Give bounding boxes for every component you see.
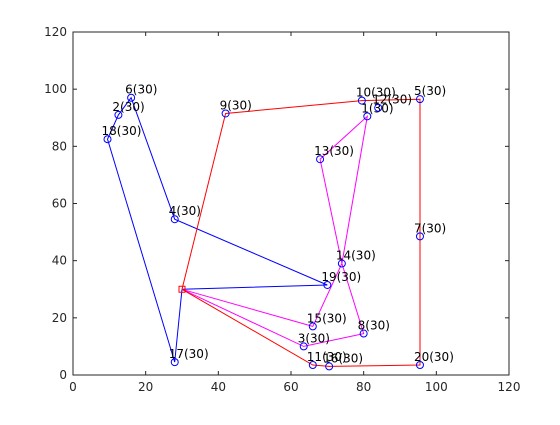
x-tick-label: 60 — [283, 380, 298, 394]
node-marker-17 — [170, 358, 179, 367]
node-marker-9 — [221, 109, 230, 118]
node-label-5: 5(30) — [414, 84, 446, 98]
axes-layer: 0 20 40 60 80 100 120 0 20 40 60 80 100 120 — [44, 25, 520, 394]
node-label-7: 7(30) — [414, 221, 446, 235]
node-label-19: 19(30) — [321, 270, 361, 284]
node-label-8: 8(30) — [358, 319, 390, 333]
node-label-1: 1(30) — [361, 101, 393, 115]
route-line-3 — [181, 98, 421, 367]
node-marker-8 — [359, 329, 368, 338]
node-marker-10 — [357, 96, 366, 105]
node-marker-4 — [170, 215, 179, 224]
node-marker-1 — [363, 112, 372, 121]
node-marker-11 — [308, 360, 317, 369]
node-label-15: 15(30) — [307, 311, 347, 325]
node-label-9: 9(30) — [220, 98, 252, 112]
node-marker-7 — [415, 232, 424, 241]
route-lines-layer — [106, 96, 421, 367]
node-label-11: 11(30) — [307, 350, 347, 364]
x-tick-label: 20 — [138, 380, 153, 394]
node-marker-5 — [415, 95, 424, 104]
node-marker-15 — [308, 322, 317, 331]
node-marker-3 — [299, 342, 308, 351]
route-line-1 — [106, 96, 328, 363]
x-tick-label: 100 — [425, 380, 448, 394]
node-marker-12 — [374, 103, 383, 112]
y-tick-label: 80 — [52, 139, 67, 153]
y-tick-label: 120 — [44, 25, 67, 39]
node-label-3: 3(30) — [298, 331, 330, 345]
node-label-6: 6(30) — [125, 83, 157, 97]
node-label-12: 12(30) — [372, 93, 412, 107]
node-marker-18 — [103, 135, 112, 144]
depot-marker — [178, 285, 186, 293]
y-tick-label: 0 — [59, 368, 67, 382]
node-marker-20 — [415, 360, 424, 369]
y-tick-label: 20 — [52, 311, 67, 325]
node-label-17: 17(30) — [169, 347, 209, 361]
node-label-4: 4(30) — [169, 204, 201, 218]
node-marker-19 — [323, 280, 332, 289]
node-label-16: 16(30) — [323, 351, 363, 365]
node-label-13: 13(30) — [314, 144, 354, 158]
route-line-2 — [181, 114, 369, 347]
y-tick-label: 100 — [44, 82, 67, 96]
node-label-18: 18(30) — [102, 124, 142, 138]
node-label-2: 2(30) — [112, 100, 144, 114]
x-tick-label: 80 — [356, 380, 371, 394]
node-marker-13 — [316, 155, 325, 164]
x-tick-label: 0 — [69, 380, 77, 394]
node-marker-14 — [337, 259, 346, 268]
node-marker-2 — [114, 110, 123, 119]
node-marker-6 — [127, 93, 136, 102]
x-tick-label: 40 — [211, 380, 226, 394]
customer-nodes-layer: 1(30) 2(30) 3(30) 4(30) 5(30) 6(30) 7(30) 8(30)… — [102, 83, 454, 371]
node-label-14: 14(30) — [336, 249, 376, 263]
node-label-10: 10(30) — [356, 86, 396, 100]
y-tick-label: 40 — [52, 254, 67, 268]
node-marker-16 — [325, 362, 334, 371]
x-tick-label: 120 — [498, 380, 521, 394]
node-label-20: 20(30) — [414, 350, 454, 364]
y-tick-label: 60 — [52, 197, 67, 211]
